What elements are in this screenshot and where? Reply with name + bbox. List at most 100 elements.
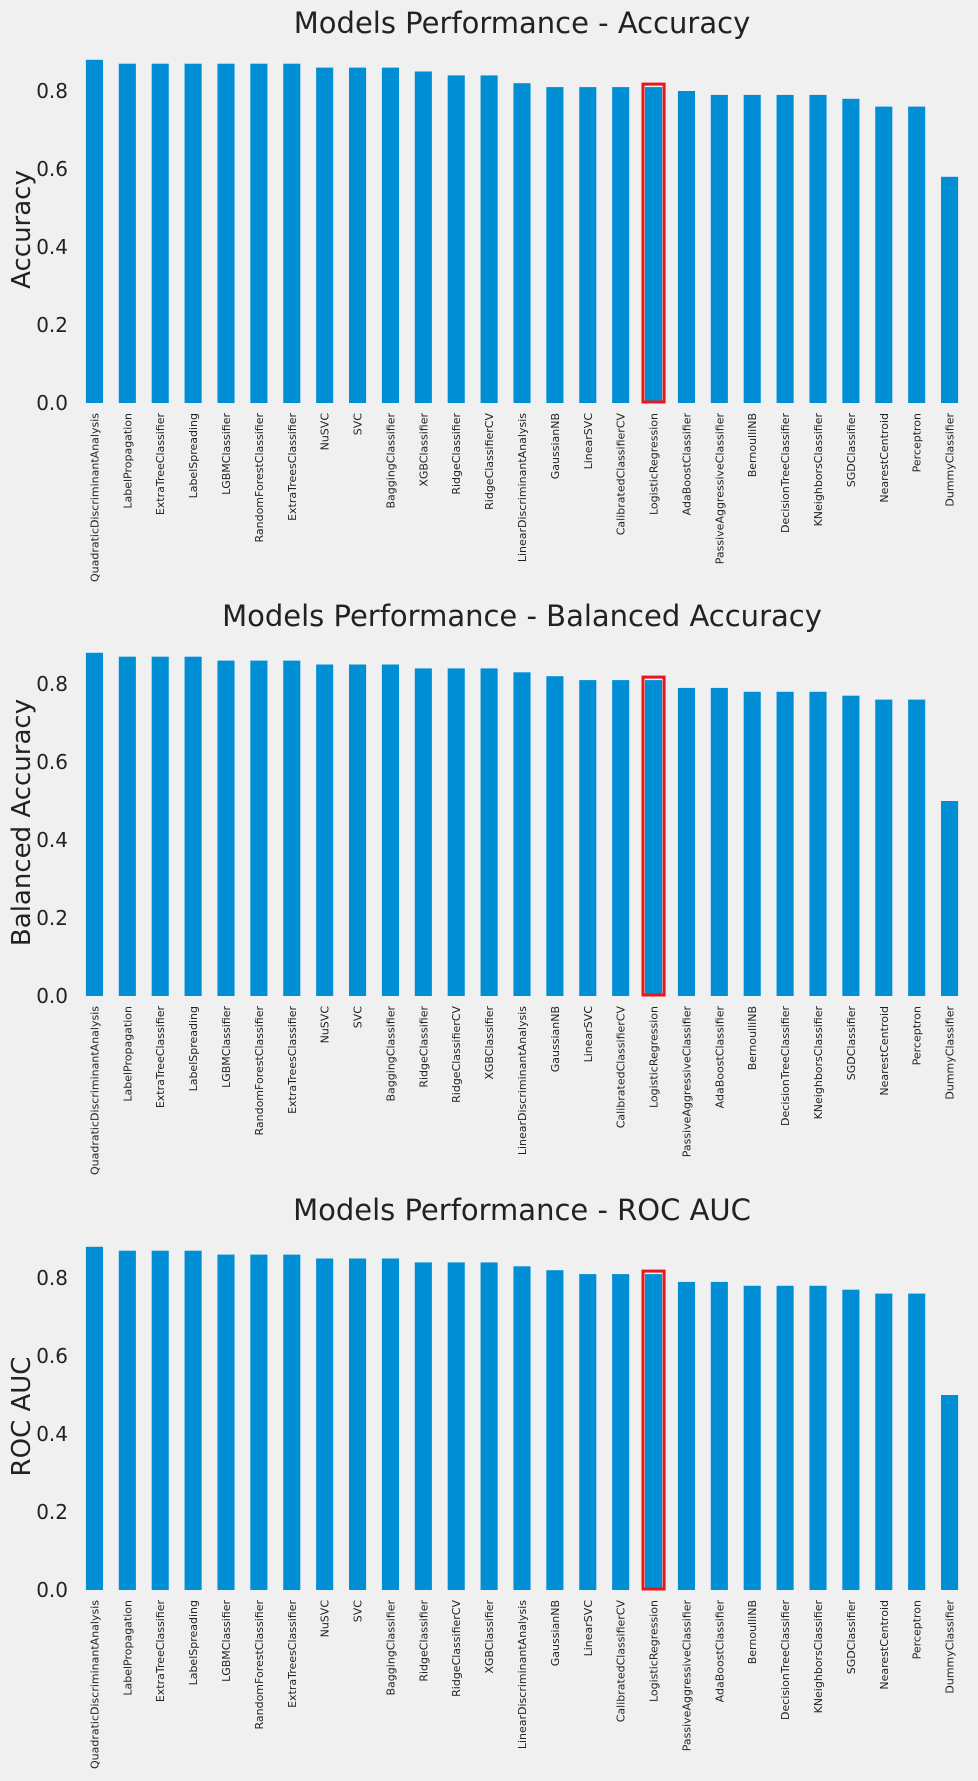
roc-auc-x-tick-label: SGDClassifier xyxy=(845,1600,858,1675)
balanced-accuracy-chart-title: Models Performance - Balanced Accuracy xyxy=(222,599,822,633)
roc-auc-bar xyxy=(480,1262,498,1590)
accuracy-bar xyxy=(546,87,564,403)
roc-auc-bar xyxy=(85,1246,103,1590)
balanced-accuracy-bar xyxy=(941,801,959,996)
balanced-accuracy-x-tick-label: BernoulliNB xyxy=(746,1006,759,1070)
accuracy-bar xyxy=(875,106,893,403)
accuracy-bar xyxy=(414,71,432,403)
accuracy-x-tick-label: LabelSpreading xyxy=(187,413,200,498)
accuracy-y-axis-label: Accuracy xyxy=(7,170,37,289)
roc-auc-x-tick-label: CalibratedClassifierCV xyxy=(615,1600,628,1723)
balanced-accuracy-x-tick-label: LinearDiscriminantAnalysis xyxy=(516,1006,529,1155)
balanced-accuracy-y-tick-label: 0.8 xyxy=(36,672,68,696)
accuracy-bar xyxy=(612,87,630,403)
roc-auc-bar xyxy=(250,1254,268,1590)
roc-auc-x-tick-label: DecisionTreeClassifier xyxy=(779,1600,792,1720)
accuracy-x-tick-label: DummyClassifier xyxy=(944,413,957,507)
accuracy-bar xyxy=(118,63,136,403)
accuracy-bar xyxy=(710,94,728,404)
roc-auc-bar xyxy=(875,1293,893,1590)
balanced-accuracy-x-tick-label: BaggingClassifier xyxy=(384,1006,397,1102)
balanced-accuracy-bar xyxy=(776,691,794,996)
accuracy-y-tick-label: 0.2 xyxy=(36,313,68,337)
balanced-accuracy-bar xyxy=(710,687,728,996)
roc-auc-bar xyxy=(316,1258,334,1590)
accuracy-x-tick-label: LinearDiscriminantAnalysis xyxy=(516,413,529,562)
balanced-accuracy-x-tick-label: LabelPropagation xyxy=(121,1006,134,1102)
roc-auc-y-tick-label: 0.4 xyxy=(36,1422,68,1446)
roc-auc-x-tick-label: LabelSpreading xyxy=(187,1600,200,1685)
accuracy-y-tick-label: 0.0 xyxy=(36,391,68,415)
accuracy-bar xyxy=(908,106,926,403)
balanced-accuracy-x-tick-label: QuadraticDiscriminantAnalysis xyxy=(88,1006,101,1175)
roc-auc-bar xyxy=(546,1270,564,1590)
roc-auc-x-tick-label: LinearDiscriminantAnalysis xyxy=(516,1600,529,1749)
accuracy-x-tick-label: SVC xyxy=(352,413,365,436)
roc-auc-bar xyxy=(908,1293,926,1590)
balanced-accuracy-bar xyxy=(447,668,465,996)
accuracy-bar xyxy=(579,87,597,403)
roc-auc-bar xyxy=(414,1262,432,1590)
accuracy-y-tick-label: 0.4 xyxy=(36,235,68,259)
balanced-accuracy-bar xyxy=(151,656,169,996)
roc-auc-bar xyxy=(677,1281,695,1590)
roc-auc-x-tick-label: Perceptron xyxy=(911,1600,924,1659)
accuracy-x-tick-label: SGDClassifier xyxy=(845,413,858,488)
roc-auc-y-axis-label: ROC AUC xyxy=(7,1357,37,1477)
balanced-accuracy-x-tick-label: XGBClassifier xyxy=(483,1006,496,1080)
accuracy-bar xyxy=(743,94,761,404)
balanced-accuracy-x-tick-label: DecisionTreeClassifier xyxy=(779,1006,792,1126)
balanced-accuracy-bar xyxy=(513,672,531,996)
accuracy-x-tick-label: LinearSVC xyxy=(582,413,595,470)
balanced-accuracy-bar xyxy=(85,652,103,996)
balanced-accuracy-bar xyxy=(480,668,498,996)
accuracy-x-tick-label: DecisionTreeClassifier xyxy=(779,413,792,533)
balanced-accuracy-x-tick-label: LGBMClassifier xyxy=(220,1006,233,1088)
balanced-accuracy-bar xyxy=(875,699,893,996)
accuracy-x-tick-label: BernoulliNB xyxy=(746,413,759,477)
roc-auc-x-tick-label: XGBClassifier xyxy=(483,1600,496,1674)
balanced-accuracy-y-axis-label: Balanced Accuracy xyxy=(7,699,37,946)
roc-auc-chart: Models Performance - ROC AUC ROC AUC 0.0 0.… xyxy=(7,1193,959,1769)
accuracy-bar xyxy=(645,87,663,403)
balanced-accuracy-x-tick-label: Perceptron xyxy=(911,1006,924,1065)
accuracy-x-tick-label: AdaBoostClassifier xyxy=(680,413,693,516)
accuracy-chart-title: Models Performance - Accuracy xyxy=(294,6,750,40)
roc-auc-bar xyxy=(151,1250,169,1590)
roc-auc-bar xyxy=(842,1289,860,1590)
roc-auc-bar xyxy=(283,1254,301,1590)
accuracy-x-tick-label: CalibratedClassifierCV xyxy=(615,413,628,536)
balanced-accuracy-x-tick-label: RidgeClassifierCV xyxy=(450,1006,463,1103)
accuracy-x-tick-label: NearestCentroid xyxy=(878,413,891,503)
roc-auc-x-tick-label: RidgeClassifier xyxy=(417,1600,430,1682)
roc-auc-x-tick-label: NearestCentroid xyxy=(878,1600,891,1690)
balanced-accuracy-x-tick-label: LabelSpreading xyxy=(187,1006,200,1091)
roc-auc-bar xyxy=(217,1254,235,1590)
roc-auc-x-tick-label: LabelPropagation xyxy=(121,1600,134,1696)
balanced-accuracy-x-tick-label: DummyClassifier xyxy=(944,1006,957,1100)
roc-auc-x-tick-label: ExtraTreesClassifier xyxy=(286,1600,299,1708)
roc-auc-bar xyxy=(381,1258,399,1590)
balanced-accuracy-x-tick-label: RidgeClassifier xyxy=(417,1006,430,1088)
accuracy-y-tick-label: 0.8 xyxy=(36,79,68,103)
accuracy-bar xyxy=(513,83,531,403)
accuracy-bar xyxy=(151,63,169,403)
accuracy-bar xyxy=(184,63,202,403)
roc-auc-x-tick-label: ExtraTreeClassifier xyxy=(154,1600,167,1703)
balanced-accuracy-chart: Models Performance - Balanced Accuracy Ba… xyxy=(7,599,959,1175)
roc-auc-x-tick-label: DummyClassifier xyxy=(944,1600,957,1694)
accuracy-bar xyxy=(809,94,827,404)
accuracy-bar xyxy=(677,91,695,403)
roc-auc-x-tick-label: AdaBoostClassifier xyxy=(713,1600,726,1703)
roc-auc-bar xyxy=(776,1285,794,1590)
roc-auc-bar xyxy=(579,1274,597,1590)
balanced-accuracy-bar xyxy=(283,660,301,996)
balanced-accuracy-bar xyxy=(381,664,399,996)
roc-auc-x-tick-label: RidgeClassifierCV xyxy=(450,1600,463,1697)
balanced-accuracy-bar xyxy=(250,660,268,996)
roc-auc-x-tick-label: LinearSVC xyxy=(582,1600,595,1657)
accuracy-highlight-box xyxy=(641,82,666,404)
accuracy-x-tick-label: LGBMClassifier xyxy=(220,413,233,495)
accuracy-y-tick-label: 0.6 xyxy=(36,157,68,181)
